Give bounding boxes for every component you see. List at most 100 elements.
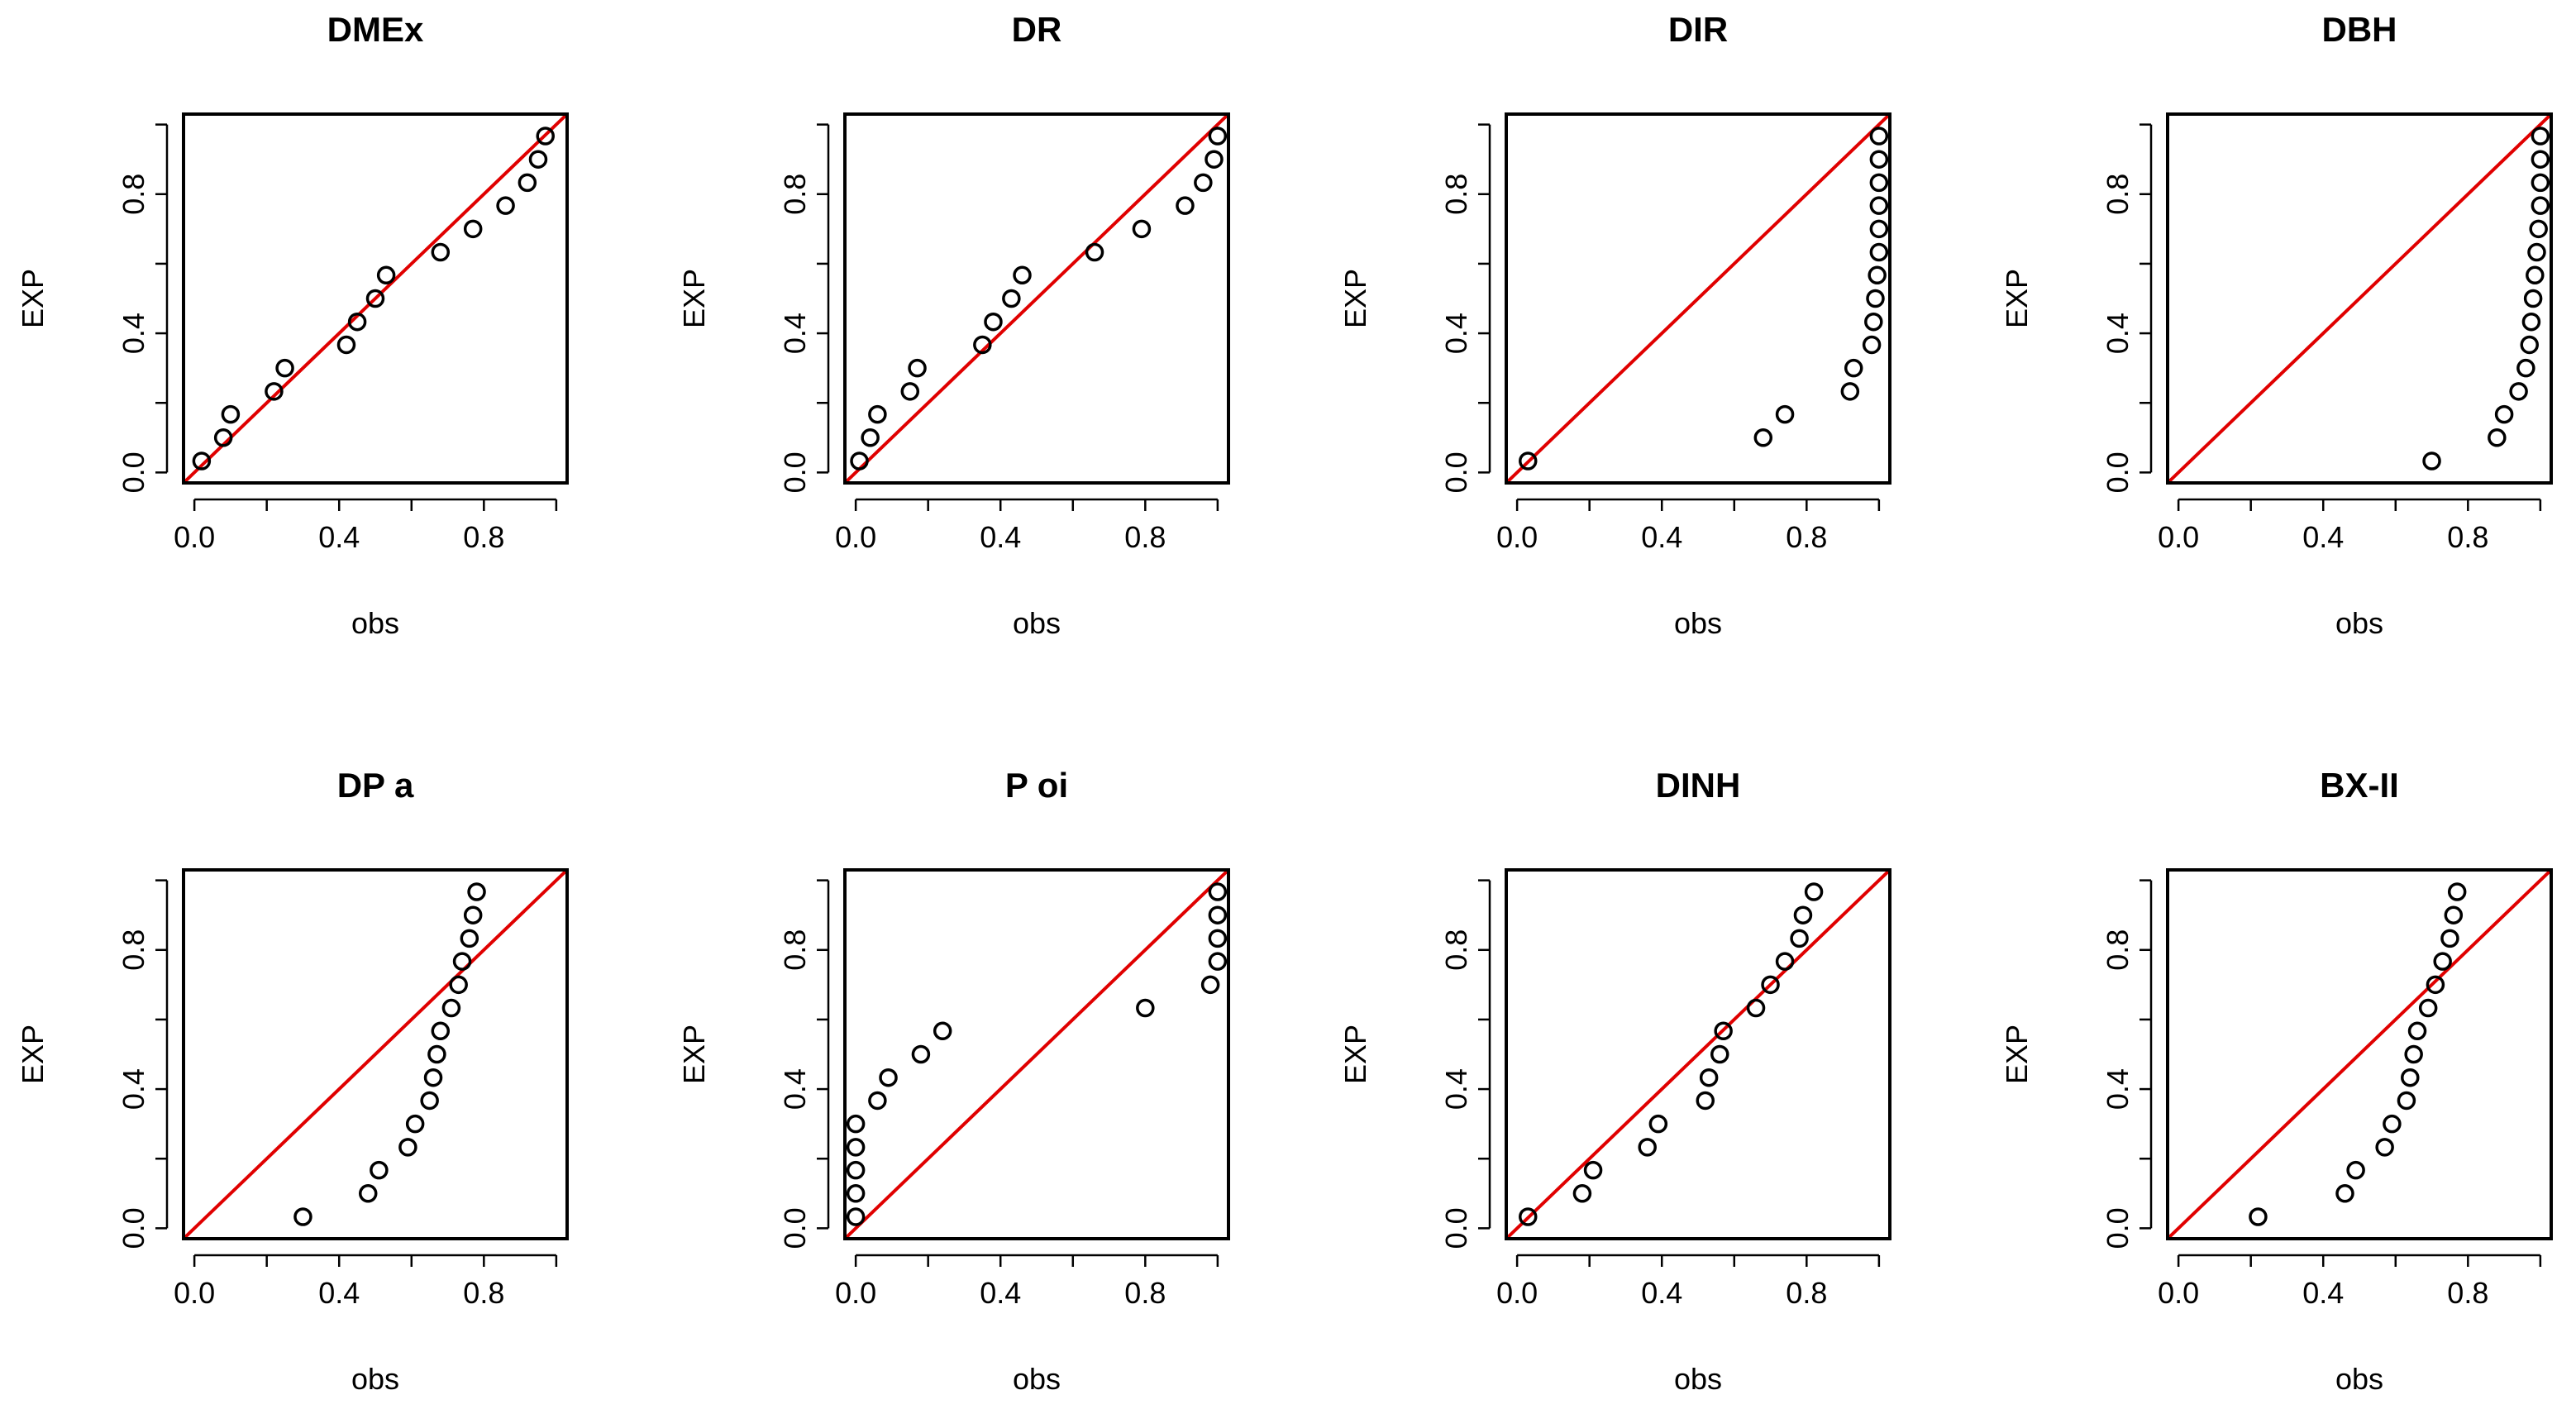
x-tick-label: 0.8 [1786, 1276, 1827, 1310]
data-point [2531, 150, 2550, 169]
data-point [221, 404, 241, 424]
y-tick-label: 0.4 [117, 313, 150, 354]
data-point [1775, 952, 1795, 971]
data-point [1862, 335, 1882, 355]
data-point [2529, 219, 2548, 239]
data-point [405, 1114, 425, 1134]
plot-frame [182, 868, 569, 1240]
y-tick-label: 0.4 [117, 1068, 150, 1110]
plot-frame [843, 112, 1230, 485]
data-point [496, 196, 515, 215]
plot-frame [182, 112, 569, 485]
plot-frame [2166, 868, 2553, 1240]
x-tick-label: 0.4 [318, 1276, 360, 1310]
data-point [431, 1021, 451, 1041]
data-point [1205, 150, 1224, 169]
data-point [2521, 312, 2541, 332]
y-axis-label: EXP [1338, 269, 1372, 328]
data-point [2509, 382, 2528, 401]
data-point [1583, 1160, 1603, 1180]
data-point [2444, 905, 2464, 924]
data-point [449, 975, 468, 995]
data-point [2404, 1044, 2423, 1064]
data-point [2346, 1160, 2365, 1180]
panel-title: DBH [2322, 10, 2397, 49]
data-point [358, 1184, 378, 1203]
panel-title: DIR [1668, 10, 1728, 49]
data-point [2426, 975, 2445, 995]
data-point [467, 882, 486, 901]
x-tick-label: 0.8 [2447, 520, 2488, 554]
data-point [2520, 335, 2539, 355]
y-tick-label: 0.8 [1439, 174, 1473, 215]
data-point [846, 1138, 866, 1157]
y-tick-label: 0.4 [778, 313, 812, 354]
data-point [2249, 1207, 2268, 1226]
data-point [933, 1021, 952, 1041]
y-axis-label: EXP [677, 269, 711, 328]
reference-line [184, 114, 567, 483]
y-tick-label: 0.0 [1439, 1207, 1473, 1249]
data-point [879, 1068, 898, 1087]
panel-title: BX-II [2320, 766, 2399, 805]
x-tick-label: 0.4 [980, 520, 1021, 554]
data-point [1866, 289, 1885, 308]
data-point [1572, 1184, 1592, 1203]
data-point [2527, 242, 2546, 262]
data-point [846, 1207, 866, 1226]
plot-frame [1505, 112, 1891, 485]
data-point [275, 358, 294, 378]
panel-title: DMEx [327, 10, 424, 49]
data-point [2433, 952, 2452, 971]
data-point [1869, 196, 1889, 215]
y-tick-label: 0.0 [2101, 451, 2135, 493]
data-point [1200, 975, 1220, 995]
x-tick-label: 0.0 [174, 1276, 215, 1310]
x-tick-label: 0.8 [2447, 1276, 2488, 1310]
panel-title: P oi [1005, 766, 1068, 805]
data-point [2488, 428, 2507, 447]
data-point [460, 929, 479, 948]
qq-panel-8: BX-II 0.0 0.4 0.8 0.0 0.4 0.8 obs EXP [2000, 766, 2553, 1396]
data-point [1085, 242, 1104, 262]
data-point [1793, 905, 1813, 924]
data-point [376, 265, 396, 285]
reference-line [1506, 870, 1890, 1239]
reference-line [845, 870, 1228, 1239]
y-tick-label: 0.4 [1439, 313, 1473, 354]
x-axis-label: obs [1674, 1362, 1722, 1396]
data-point [846, 1184, 866, 1203]
reference-line [2168, 114, 2551, 483]
data-point [1519, 1207, 1538, 1226]
y-tick-label: 0.0 [117, 451, 150, 493]
x-tick-label: 0.4 [980, 1276, 1021, 1310]
data-point [452, 952, 472, 971]
data-point [2397, 1091, 2416, 1111]
data-point [192, 451, 212, 471]
y-tick-label: 0.4 [2101, 313, 2135, 354]
x-tick-label: 0.0 [174, 520, 215, 554]
data-point [2440, 929, 2459, 948]
y-tick-label: 0.8 [117, 929, 150, 971]
y-tick-label: 0.8 [2101, 174, 2135, 215]
x-tick-label: 0.8 [1124, 520, 1166, 554]
y-axis-label: EXP [2000, 1025, 2034, 1084]
data-point [868, 1091, 887, 1111]
data-point [265, 382, 284, 401]
data-point [1176, 196, 1195, 215]
data-point [536, 127, 555, 146]
data-point [1790, 929, 1809, 948]
data-point [1844, 358, 1863, 378]
data-point [850, 451, 869, 471]
plot-frame [2166, 112, 2553, 485]
data-point [347, 312, 367, 332]
data-point [2407, 1021, 2427, 1041]
y-tick-label: 0.4 [1439, 1068, 1473, 1110]
y-axis-label: EXP [16, 269, 50, 328]
data-point [293, 1207, 312, 1226]
reference-line [1506, 114, 1890, 483]
y-tick-label: 0.0 [778, 451, 812, 493]
x-axis-label: obs [2335, 606, 2383, 640]
data-point [441, 998, 461, 1018]
